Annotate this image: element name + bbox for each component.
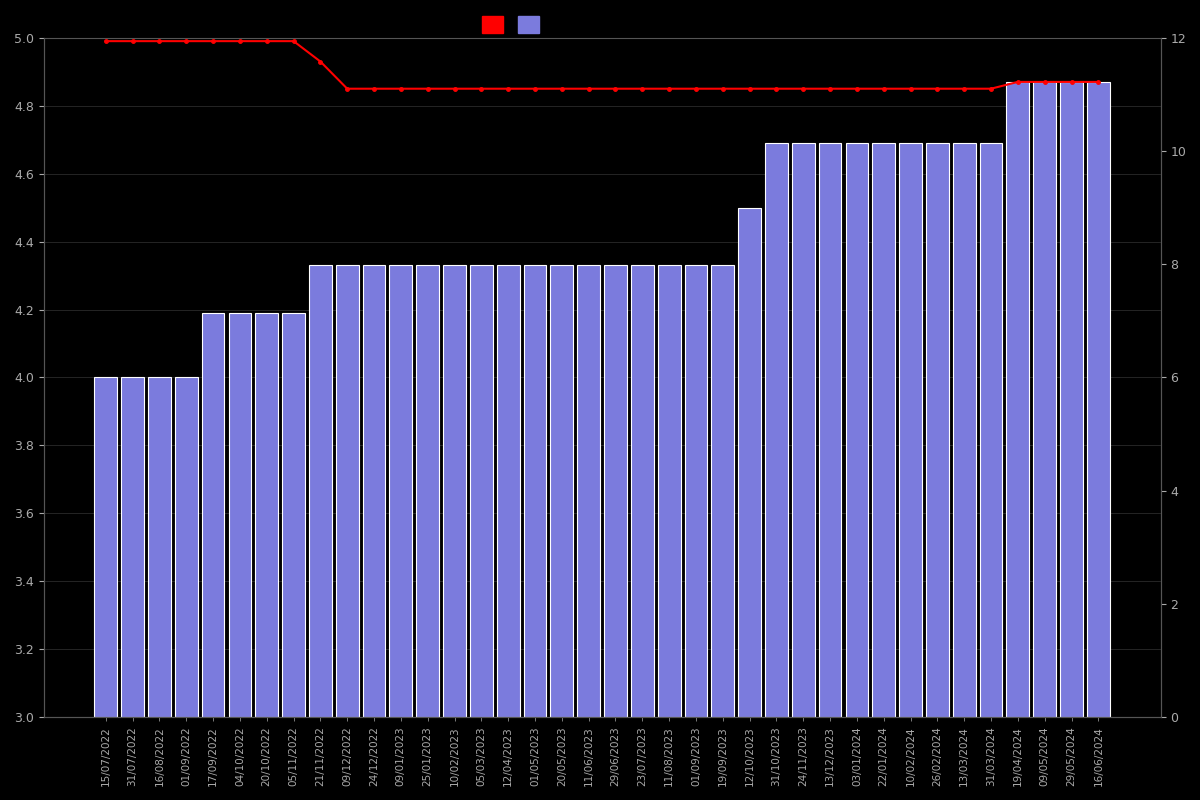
Bar <box>1033 82 1056 718</box>
Bar <box>497 266 520 718</box>
Bar <box>228 313 251 718</box>
Bar <box>336 266 359 718</box>
Bar <box>658 266 680 718</box>
Bar <box>979 143 1002 718</box>
Bar <box>872 143 895 718</box>
Bar <box>1060 82 1082 718</box>
Bar <box>470 266 493 718</box>
Bar <box>95 378 118 718</box>
Bar <box>846 143 869 718</box>
Bar <box>766 143 788 718</box>
Bar <box>282 313 305 718</box>
Bar <box>738 208 761 718</box>
Bar <box>256 313 278 718</box>
Bar <box>416 266 439 718</box>
Bar <box>926 143 949 718</box>
Bar <box>148 378 170 718</box>
Bar <box>443 266 466 718</box>
Bar <box>577 266 600 718</box>
Bar <box>390 266 413 718</box>
Bar <box>684 266 707 718</box>
Bar <box>631 266 654 718</box>
Bar <box>121 378 144 718</box>
Bar <box>604 266 626 718</box>
Bar <box>551 266 574 718</box>
Bar <box>953 143 976 718</box>
Bar <box>1087 82 1110 718</box>
Bar <box>899 143 922 718</box>
Bar <box>792 143 815 718</box>
Legend: , : , <box>476 10 548 38</box>
Bar <box>712 266 734 718</box>
Bar <box>308 266 331 718</box>
Bar <box>175 378 198 718</box>
Bar <box>1007 82 1030 718</box>
Bar <box>818 143 841 718</box>
Bar <box>362 266 385 718</box>
Bar <box>202 313 224 718</box>
Bar <box>523 266 546 718</box>
